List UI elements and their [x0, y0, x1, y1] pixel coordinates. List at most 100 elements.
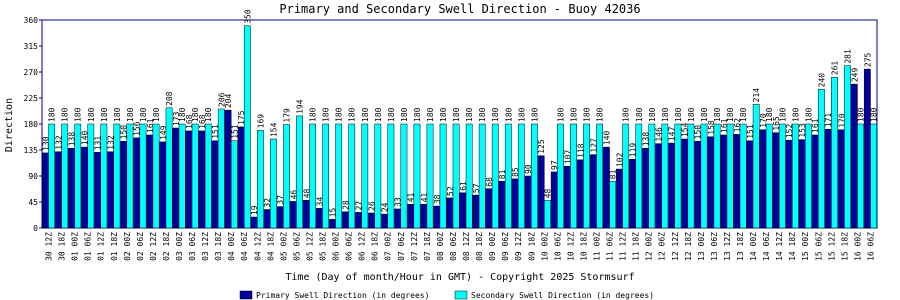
bar [289, 201, 297, 229]
bar [550, 171, 558, 229]
x-tick-label: 07 00Z [384, 232, 393, 261]
bar [661, 123, 669, 229]
legend-swatch [239, 290, 253, 300]
value-label: 180 [152, 107, 161, 122]
bar [302, 200, 310, 229]
value-label: 81 [609, 169, 618, 179]
value-label: 161 [146, 118, 155, 133]
value-label: 156 [133, 121, 142, 136]
bar [257, 130, 264, 229]
x-tick-label: 06 06Z [345, 232, 354, 261]
bar [818, 89, 825, 229]
value-label: 180 [113, 107, 122, 122]
x-tick-label: 04 12Z [253, 232, 262, 261]
value-label: 24 [381, 202, 390, 212]
x-tick-label: 07 18Z [423, 232, 432, 261]
y-tick-label: 90 [28, 172, 38, 181]
bar [596, 123, 604, 229]
x-tick-label: 03 00Z [175, 232, 184, 261]
value-label: 81 [498, 169, 507, 179]
value-label: 180 [635, 107, 644, 122]
value-label: 240 [817, 73, 826, 88]
x-tick-label: 09 18Z [527, 232, 536, 261]
x-axis-label: Time (Day of month/Hour in GMT) - Copyri… [285, 272, 634, 283]
value-label: 125 [537, 139, 546, 154]
value-label: 180 [452, 107, 461, 122]
value-label: 180 [204, 107, 213, 122]
x-tick-label: 14 00Z [749, 232, 758, 261]
value-label: 180 [648, 107, 657, 122]
value-label: 261 [830, 61, 839, 76]
x-tick-label: 12 06Z [658, 232, 667, 261]
value-label: 150 [694, 125, 703, 140]
value-label: 28 [341, 200, 350, 210]
x-tick-label: 15 18Z [840, 232, 849, 261]
x-tick-label: 06 12Z [358, 232, 367, 261]
bar [237, 126, 245, 229]
value-label: 180 [478, 107, 487, 122]
value-label: 146 [655, 127, 664, 142]
bar [589, 154, 597, 229]
value-label: 194 [296, 99, 305, 114]
bar [674, 123, 682, 229]
bar [426, 123, 434, 229]
bar [100, 123, 108, 229]
bar [563, 165, 571, 229]
x-tick-label: 11 12Z [619, 232, 628, 261]
bar [857, 123, 864, 229]
bar [739, 123, 747, 229]
x-tick-label: 03 06Z [188, 232, 197, 261]
value-label: 37 [276, 195, 285, 205]
x-tick-label: 09 12Z [514, 232, 523, 261]
value-label: 138 [642, 132, 651, 147]
value-label: 281 [844, 49, 853, 64]
value-label: 180 [400, 107, 409, 122]
y-tick-label: 315 [24, 42, 39, 51]
value-label: 151 [211, 124, 220, 139]
value-label: 180 [713, 107, 722, 122]
value-label: 41 [407, 192, 416, 202]
bar [270, 138, 277, 229]
value-label: 138 [67, 132, 76, 147]
x-tick-label: 01 12Z [97, 232, 106, 261]
value-label: 180 [61, 107, 70, 122]
bar [126, 123, 134, 229]
value-label: 180 [570, 107, 579, 122]
x-tick-label: 05 12Z [305, 232, 314, 261]
bar [413, 123, 421, 229]
value-label: 32 [263, 198, 272, 208]
value-label: 119 [629, 143, 638, 158]
value-label: 132 [54, 135, 63, 150]
value-label: 180 [765, 107, 774, 122]
bar [720, 134, 728, 229]
value-label: 180 [309, 107, 318, 122]
value-label: 153 [798, 123, 807, 138]
x-tick-label: 07 12Z [410, 232, 419, 261]
value-label: 180 [322, 107, 331, 122]
bar [198, 130, 206, 229]
bar [452, 123, 460, 229]
legend-label: Primary Swell Direction (in degrees) [256, 291, 429, 300]
bar [511, 178, 519, 229]
bar [329, 219, 336, 229]
bar [616, 168, 623, 229]
bar [681, 138, 689, 229]
bar [642, 148, 649, 229]
value-label: 140 [81, 130, 90, 145]
value-label: 169 [256, 114, 265, 129]
value-label: 180 [74, 107, 83, 122]
value-label: 180 [870, 107, 879, 122]
x-tick-label: 08 18Z [475, 232, 484, 261]
value-label: 27 [355, 201, 364, 211]
value-label: 170 [759, 113, 768, 128]
legend-swatch [454, 290, 468, 300]
bar [772, 132, 780, 229]
bar [439, 123, 447, 229]
value-label: 90 [524, 164, 533, 174]
value-label: 151 [746, 124, 755, 139]
value-label: 57 [472, 183, 481, 193]
bar [165, 107, 173, 229]
bar [791, 123, 799, 229]
y-tick-label: 225 [24, 94, 39, 103]
bar [335, 123, 343, 229]
